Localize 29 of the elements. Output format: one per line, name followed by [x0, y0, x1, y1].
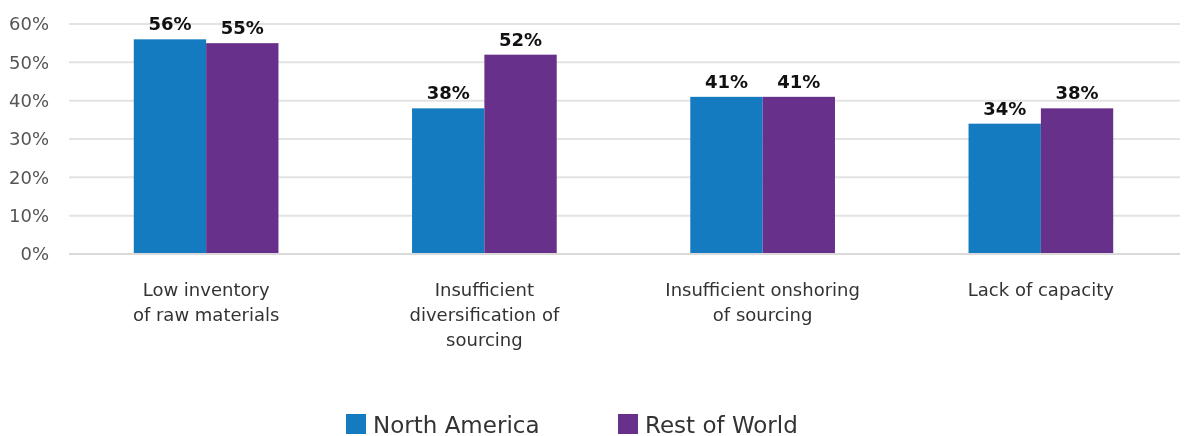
y-tick-label: 50%	[8, 51, 49, 73]
y-tick-label: 0%	[20, 243, 49, 265]
text: 38%	[426, 82, 470, 104]
text: 34%	[983, 97, 1027, 119]
x-tick-label: Insufficient onshoring of sourcing	[665, 279, 860, 325]
bar	[690, 96, 763, 254]
y-tick-label: 60%	[8, 13, 49, 35]
text: 55%	[220, 17, 264, 39]
text: 41%	[777, 70, 821, 92]
y-tick-label: 10%	[8, 204, 49, 226]
legend-label: North America	[373, 412, 540, 436]
y-tick-label: 20%	[8, 166, 49, 188]
text: 52%	[499, 28, 543, 50]
bar	[968, 123, 1041, 254]
bar	[762, 96, 835, 254]
x-tick-label: Low inventory of raw materials	[132, 279, 280, 325]
text: 56%	[148, 13, 192, 35]
bar	[412, 108, 485, 254]
x-tick-label: Lack of capacity	[967, 279, 1115, 300]
bar	[206, 43, 279, 254]
x-tick-label: Insufficient diversification of sourcing	[409, 279, 560, 350]
text: 41%	[704, 70, 748, 92]
bar	[1040, 108, 1114, 254]
bar	[133, 39, 207, 254]
legend-label: Rest of World	[645, 412, 798, 436]
text: 38%	[1055, 82, 1099, 104]
y-tick-label: 30%	[8, 128, 49, 150]
bar	[484, 54, 557, 254]
y-tick-label: 40%	[8, 89, 49, 111]
